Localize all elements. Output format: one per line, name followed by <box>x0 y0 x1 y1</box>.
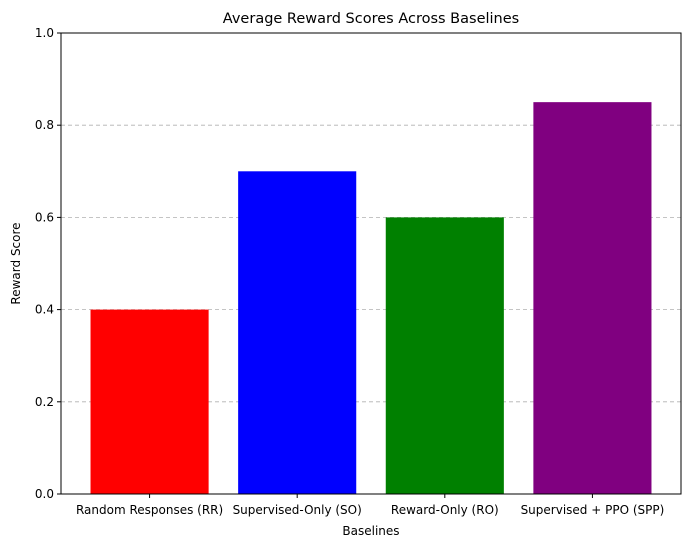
bar <box>385 217 504 494</box>
y-tick-label: 0.0 <box>35 487 54 501</box>
grid-lines <box>61 124 681 403</box>
y-tick-label: 1.0 <box>35 26 54 40</box>
y-tick-label: 0.4 <box>35 303 54 317</box>
x-ticks: Random Responses (RR) Supervised-Only (SO… <box>76 494 664 517</box>
bar <box>238 171 357 495</box>
x-tick-label: Supervised-Only (SO) <box>233 503 362 517</box>
x-tick-label: Reward-Only (RO) <box>391 503 499 517</box>
chart-title: Average Reward Scores Across Baselines <box>223 11 519 27</box>
y-ticks: 0.0 0.2 0.4 0.6 0.8 1.0 <box>35 26 61 501</box>
bars <box>90 102 652 495</box>
x-axis-label: Baselines <box>342 524 399 538</box>
y-axis-label: Reward Score <box>9 222 23 304</box>
axes <box>60 32 682 495</box>
plot-frame <box>60 32 682 495</box>
y-tick-label: 0.8 <box>35 118 54 132</box>
bar <box>90 309 209 494</box>
y-tick-label: 0.6 <box>35 210 54 224</box>
bar <box>533 102 652 495</box>
x-tick-label: Supervised + PPO (SPP) <box>521 503 665 517</box>
y-tick-label: 0.2 <box>35 395 54 409</box>
x-tick-label: Random Responses (RR) <box>76 503 223 517</box>
